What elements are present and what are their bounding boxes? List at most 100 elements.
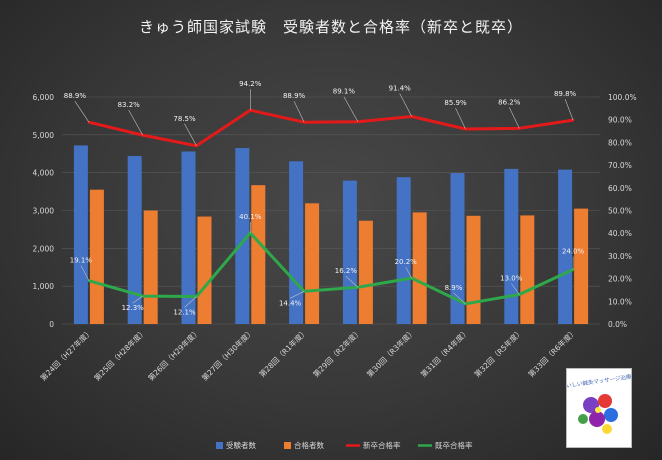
bar-passers — [89, 189, 104, 324]
data-label: 83.2% — [118, 101, 141, 109]
repeat-pass-rate-line — [88, 231, 574, 306]
label-leader-line — [343, 96, 359, 122]
y-right-tick-label: 70.0% — [608, 161, 632, 170]
label-leader-line — [80, 265, 90, 281]
bar-passers — [251, 185, 266, 324]
data-label: 8.9% — [445, 284, 463, 292]
label-leader-line — [509, 107, 520, 129]
data-label: 89.8% — [554, 90, 577, 98]
data-label: 24.0% — [562, 248, 585, 256]
y-right-tick-label: 60.0% — [608, 184, 632, 193]
x-category-label: 第28回（R1年度） — [257, 326, 310, 379]
bar-passers — [466, 215, 481, 324]
label-leader-line — [511, 283, 520, 295]
clinic-logo: おいしい鍼灸マッサージ治療院 — [566, 368, 632, 448]
bar-applicants — [289, 161, 304, 324]
bar-passers — [412, 212, 427, 324]
bar-passers — [305, 203, 320, 324]
label-leader-line — [455, 107, 466, 130]
y-right-tick-label: 80.0% — [608, 138, 632, 147]
x-category-label: 第32回（R5年度） — [472, 326, 525, 379]
y-right-tick-label: 100.0% — [608, 93, 637, 102]
label-leader-line — [453, 292, 466, 305]
label-leader-line — [128, 109, 143, 136]
new-grad-pass-rate-line — [88, 108, 574, 148]
bar-applicants — [396, 177, 411, 324]
x-category-label: 第26回（H29年度） — [146, 326, 202, 382]
label-leader-line — [345, 276, 359, 288]
bar-applicants — [450, 173, 465, 324]
bar-passers — [143, 210, 158, 324]
bar-applicants — [504, 168, 519, 324]
bar-applicants — [127, 156, 142, 324]
x-category-label: 第27回（H30年度） — [199, 326, 255, 382]
data-label: 86.2% — [498, 98, 521, 106]
x-category-label: 第31回（R4年度） — [418, 326, 471, 379]
y-left-tick-label: 2,000 — [33, 244, 55, 253]
label-leader-line — [132, 295, 143, 304]
y-left-tick-label: 1,000 — [33, 282, 55, 291]
label-leader-line — [289, 291, 305, 299]
x-category-label: 第30回（R3年度） — [364, 326, 417, 379]
y-right-tick-label: 50.0% — [608, 207, 632, 216]
svg-text:おいしい鍼灸マッサージ治療院: おいしい鍼灸マッサージ治療院 — [567, 372, 631, 391]
data-label: 94.2% — [239, 80, 262, 88]
label-leader-line — [399, 93, 412, 117]
data-label: 89.1% — [333, 88, 356, 96]
bar-passers — [520, 215, 535, 324]
x-category-label: 第24回（H27年度） — [38, 326, 94, 382]
data-label: 12.3% — [122, 304, 145, 312]
flower-logo-icon: おいしい鍼灸マッサージ治療院 — [567, 372, 631, 434]
y-right-tick-label: 0.0% — [608, 320, 627, 329]
bar-applicants — [181, 151, 196, 324]
y-right-tick-label: 90.0% — [608, 116, 632, 125]
data-label: 19.1% — [70, 257, 93, 265]
label-leader-line — [184, 296, 197, 308]
legend-swatch — [216, 442, 223, 449]
data-label: 88.9% — [283, 92, 306, 100]
y-left-tick-label: 0 — [49, 320, 54, 329]
data-label: 88.9% — [64, 92, 87, 100]
legend-label: 新卒合格率 — [363, 440, 401, 450]
y-right-tick-label: 30.0% — [608, 252, 632, 261]
data-label: 20.2% — [395, 258, 418, 266]
label-leader-line — [184, 123, 197, 146]
legend-label: 合格者数 — [294, 440, 324, 450]
bar-passers — [358, 220, 373, 324]
line-point — [571, 118, 575, 122]
data-label: 78.5% — [173, 115, 196, 123]
y-right-tick-label: 40.0% — [608, 229, 632, 238]
x-category-label: 第29回（R2年度） — [311, 326, 364, 379]
bar-applicants — [73, 145, 88, 324]
legend-swatch — [284, 442, 291, 449]
label-leader-line — [293, 101, 305, 123]
chart-title: きゅう師国家試験 受験者数と合格率（新卒と既卒） — [138, 18, 523, 36]
bar-passers — [197, 216, 212, 324]
y-right-tick-label: 20.0% — [608, 275, 632, 284]
y-left-tick-label: 6,000 — [33, 93, 55, 102]
data-label: 12.1% — [173, 309, 196, 317]
data-label: 91.4% — [389, 85, 412, 93]
data-label: 16.2% — [335, 267, 358, 275]
y-right-tick-label: 10.0% — [608, 297, 632, 306]
bar-applicants — [235, 148, 250, 324]
bar-applicants — [558, 169, 573, 324]
y-left-tick-label: 3,000 — [33, 207, 55, 216]
data-label: 14.4% — [279, 299, 302, 307]
data-label: 85.9% — [444, 99, 467, 107]
legend-label: 受験者数 — [226, 440, 256, 450]
bar-passers — [574, 208, 589, 324]
label-leader-line — [405, 267, 412, 279]
data-label: 13.0% — [500, 274, 523, 282]
legend-label: 既卒合格率 — [435, 440, 473, 450]
label-leader-line — [74, 101, 90, 123]
y-left-tick-label: 5,000 — [33, 131, 55, 140]
y-left-tick-label: 4,000 — [33, 169, 55, 178]
label-leader-line — [564, 99, 574, 121]
data-label: 40.1% — [239, 213, 262, 221]
bar-applicants — [342, 180, 357, 324]
line-point — [87, 279, 91, 282]
x-category-label: 第25回（H28年度） — [92, 326, 148, 382]
